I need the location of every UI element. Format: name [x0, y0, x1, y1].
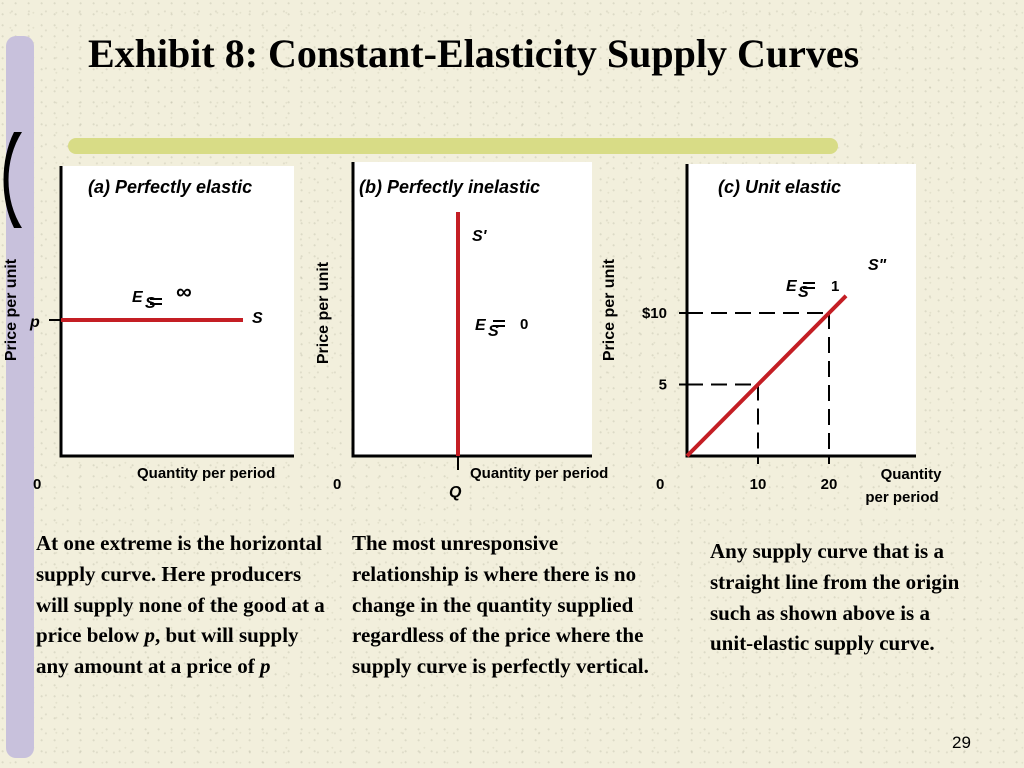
side-bracket-icon	[3, 132, 22, 228]
panel-c-y-tick-label-1: $10	[642, 305, 667, 322]
panel-a-x-axis-label: Quantity per period	[137, 465, 275, 482]
panel-a-perfectly-elastic: (a) Perfectly elastic Price per unit Qua…	[3, 166, 294, 493]
panel-b-title: (b) Perfectly inelastic	[359, 177, 540, 197]
panel-b-elasticity-subscript: S	[488, 323, 499, 340]
panel-a-price-label: p	[29, 314, 40, 331]
panel-c-x-tick-label-0: 10	[750, 476, 767, 493]
panel-c-elasticity-value: 1	[831, 278, 839, 295]
panel-c-equals-sign	[803, 282, 815, 284]
caption-panel-c: Any supply curve that is a straight line…	[710, 539, 960, 656]
caption-panel-b: The most unresponsive relationship is wh…	[352, 531, 649, 679]
panel-b-x-axis-label: Quantity per period	[470, 465, 608, 482]
panel-a-origin-label: 0	[33, 476, 41, 493]
panel-c-supply-line	[685, 294, 848, 458]
panel-c-curve-label: S"	[868, 257, 887, 274]
slide-title: Exhibit 8: Constant-Elasticity Supply Cu…	[88, 31, 860, 76]
panel-a-curve-label: S	[252, 310, 263, 327]
panel-c-origin-label: 0	[656, 476, 664, 493]
panel-a-title: (a) Perfectly elastic	[88, 177, 252, 197]
caption-panel-a: At one extreme is the horizontal supply …	[36, 528, 336, 682]
panel-a-elasticity-symbol: E	[132, 289, 144, 306]
panel-c-y-tick-label-0: 5	[659, 377, 667, 394]
panel-a-elasticity-value: ∞	[176, 279, 192, 304]
panel-a-y-axis-label: Price per unit	[3, 258, 20, 361]
panel-b-y-axis-label: Price per unit	[315, 261, 332, 364]
panel-c-elasticity-subscript: S	[798, 284, 809, 301]
panel-b-elasticity-symbol: E	[475, 317, 487, 334]
page-number: 29	[952, 733, 971, 752]
panel-b-plot-area	[352, 162, 592, 456]
title-underline	[68, 138, 838, 154]
panel-c-elasticity-symbol: E	[786, 278, 798, 295]
panel-c-x-axis-label-line1: Quantity	[881, 466, 942, 483]
panel-b-curve-label: S'	[472, 228, 488, 245]
panel-b-elasticity-value: 0	[520, 316, 528, 333]
panel-c-x-axis-label-line2: per period	[865, 489, 938, 506]
panel-b-equals-sign	[493, 320, 505, 322]
caption-a-text: At one extreme is the horizontal supply …	[36, 531, 325, 648]
panel-c-x-tick-label-1: 20	[821, 476, 838, 493]
panel-b-perfectly-inelastic: (b) Perfectly inelastic Price per unit Q…	[315, 162, 608, 501]
panel-c-y-axis-label: Price per unit	[601, 258, 618, 361]
panel-a-equals-sign	[150, 298, 162, 300]
panel-c-unit-elastic: 10 205$10 (c) Unit elastic Price per unit…	[601, 164, 942, 506]
panel-a-axes	[59, 166, 294, 458]
caption-a-price-var: p	[144, 623, 155, 648]
panel-c-title: (c) Unit elastic	[718, 177, 841, 197]
caption-a-price-var-2: p	[260, 654, 271, 679]
panel-b-axes	[351, 162, 592, 458]
panel-b-origin-label: 0	[333, 476, 341, 493]
panel-b-quantity-label: Q	[449, 484, 462, 501]
caption-a-mid: , but will supply any amount at a price …	[36, 623, 299, 679]
panel-a-plot-area	[60, 166, 294, 456]
panel-c-plot-area	[686, 164, 916, 456]
